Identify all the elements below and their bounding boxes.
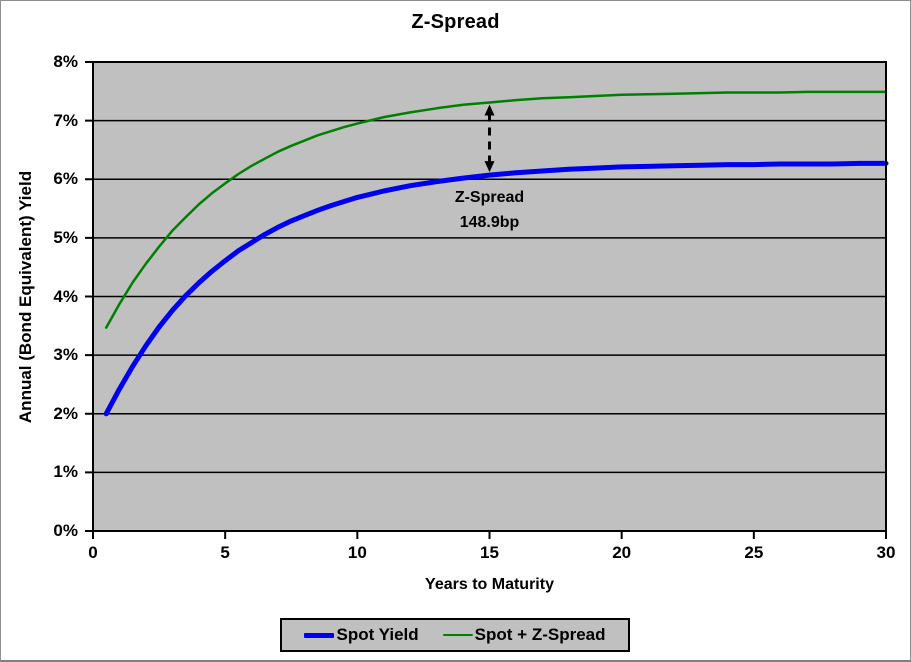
x-axis-title: Years to Maturity — [425, 576, 554, 593]
zspread-arrowhead-up — [484, 104, 495, 116]
zspread-annotation: Z-Spread 148.9bp — [455, 185, 524, 235]
spot-yield-line-swatch — [304, 632, 335, 638]
y-tick-label: 7% — [53, 110, 78, 130]
legend-item-spot-plus-zspread: Spot + Z-Spread — [442, 625, 606, 645]
x-tick-label: 10 — [347, 543, 367, 562]
spot-yield-curve — [103, 160, 889, 417]
y-tick-label: 4% — [53, 286, 78, 306]
y-tick-label: 8% — [53, 52, 78, 71]
annotation-line-1: Z-Spread — [454, 189, 525, 207]
x-tick-label: 20 — [612, 543, 632, 562]
y-tick-label: 3% — [53, 345, 78, 365]
y-tick-label: 0% — [53, 521, 78, 540]
spot-plus-zspread-line-swatch — [442, 633, 473, 637]
x-tick-label: 5 — [220, 543, 230, 562]
zspread-arrowhead-down — [484, 161, 495, 173]
y-tick-label: 5% — [53, 227, 78, 247]
legend: Spot Yield Spot + Z-Spread — [280, 618, 630, 652]
y-tick-label: 6% — [53, 169, 78, 189]
y-tick-label: 2% — [53, 403, 78, 423]
annotation-line-2: 148.9bp — [459, 214, 520, 232]
x-tick-label: 25 — [744, 543, 764, 562]
spot-plus-zspread-curve — [104, 90, 888, 329]
x-tick-label: 15 — [480, 543, 499, 562]
legend-item-spot-yield: Spot Yield — [304, 625, 419, 645]
chart-title: Z-Spread — [411, 11, 500, 33]
legend-label-spot-plus-zspread: Spot + Z-Spread — [474, 625, 606, 644]
y-tick-label: 1% — [53, 462, 78, 482]
legend-label-spot-yield: Spot Yield — [336, 625, 419, 644]
x-tick-label: 30 — [876, 543, 896, 562]
x-tick-label: 0 — [88, 543, 98, 562]
